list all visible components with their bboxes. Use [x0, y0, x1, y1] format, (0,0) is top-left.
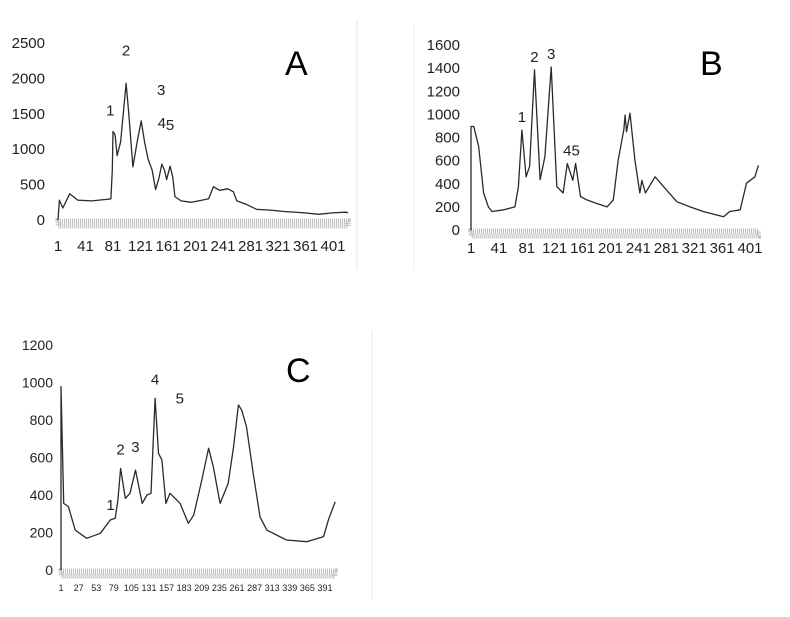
x-tick-label: 79: [109, 583, 119, 593]
x-tick-label: 201: [598, 240, 623, 257]
y-tick-label: 400: [30, 487, 54, 503]
x-tick-label: 81: [518, 240, 535, 257]
x-tick-label: 1: [467, 240, 475, 257]
panel-letter: B: [700, 45, 723, 83]
x-tick-label: 339: [282, 583, 297, 593]
y-tick-label: 1400: [427, 60, 460, 77]
peak-label: 3: [547, 46, 555, 63]
x-tick-label: 287: [247, 583, 262, 593]
x-tick-label: 121: [128, 238, 153, 255]
x-tick-label: 161: [155, 238, 180, 255]
y-tick-label: 500: [20, 177, 45, 194]
peak-label: 5: [176, 391, 184, 408]
peak-label: 4: [158, 115, 166, 132]
peak-label: 1: [518, 109, 526, 126]
x-axis-strip: [468, 228, 761, 239]
x-tick-label: 361: [710, 240, 735, 257]
y-tick-label: 600: [435, 153, 460, 170]
y-tick-label: 2500: [12, 35, 45, 52]
peak-label: 4: [151, 371, 159, 388]
x-tick-label: 121: [542, 240, 567, 257]
x-tick-label: 281: [654, 240, 679, 257]
x-tick-label: 1: [54, 238, 62, 255]
peak-label: 1: [106, 103, 114, 120]
panel-letter: A: [285, 45, 308, 83]
x-tick-label: 1: [58, 583, 63, 593]
y-tick-label: 1000: [22, 375, 53, 391]
x-tick-label: 321: [265, 238, 290, 255]
peak-label: 1: [106, 497, 114, 514]
x-tick-label: 321: [682, 240, 707, 257]
x-tick-label: 281: [238, 238, 263, 255]
y-tick-label: 1200: [427, 83, 460, 100]
y-tick-label: 1600: [427, 37, 460, 54]
y-tick-label: 1000: [427, 106, 460, 123]
x-tick-label: 261: [229, 583, 244, 593]
x-tick-label: 53: [91, 583, 101, 593]
peak-label: 3: [157, 82, 165, 99]
peak-label: 4: [563, 143, 571, 160]
x-tick-label: 313: [265, 583, 280, 593]
peak-label: 3: [131, 439, 139, 456]
x-tick-label: 401: [320, 238, 345, 255]
x-tick-label: 81: [105, 238, 122, 255]
peak-label: 5: [571, 143, 579, 160]
peak-label: 2: [122, 42, 130, 59]
x-tick-label: 157: [159, 583, 174, 593]
y-tick-label: 1000: [12, 141, 45, 158]
x-tick-label: 241: [210, 238, 235, 255]
panel-letter: C: [286, 352, 311, 390]
y-tick-label: 400: [435, 176, 460, 193]
y-tick-label: 0: [452, 222, 460, 239]
x-tick-label: 401: [737, 240, 762, 257]
x-tick-label: 41: [77, 238, 94, 255]
x-axis-strip: [55, 218, 351, 229]
x-axis-strip: [58, 568, 338, 579]
y-tick-label: 200: [30, 525, 54, 541]
x-tick-label: 365: [300, 583, 315, 593]
x-tick-label: 209: [194, 583, 209, 593]
series-line-b: [470, 66, 760, 230]
x-tick-label: 361: [293, 238, 318, 255]
x-tick-label: 105: [124, 583, 139, 593]
y-tick-label: 800: [30, 412, 54, 428]
x-tick-label: 235: [212, 583, 227, 593]
x-tick-label: 41: [491, 240, 508, 257]
x-tick-label: 241: [626, 240, 651, 257]
x-tick-label: 161: [570, 240, 595, 257]
x-tick-label: 201: [183, 238, 208, 255]
peak-label: 2: [116, 441, 124, 458]
y-tick-label: 1500: [12, 106, 45, 123]
y-tick-label: 600: [30, 450, 54, 466]
x-tick-label: 131: [141, 583, 156, 593]
peak-label: 2: [530, 49, 538, 66]
y-tick-label: 2000: [12, 70, 45, 87]
y-tick-label: 0: [45, 562, 53, 578]
y-tick-label: 1200: [22, 337, 53, 353]
y-tick-label: 200: [435, 199, 460, 216]
series-line-c: [60, 385, 336, 570]
x-tick-label: 391: [317, 583, 332, 593]
y-tick-label: 0: [37, 212, 45, 229]
y-tick-label: 800: [435, 130, 460, 147]
x-tick-label: 183: [177, 583, 192, 593]
x-tick-label: 27: [74, 583, 84, 593]
series-line-a: [57, 82, 349, 221]
peak-label: 5: [166, 117, 174, 134]
